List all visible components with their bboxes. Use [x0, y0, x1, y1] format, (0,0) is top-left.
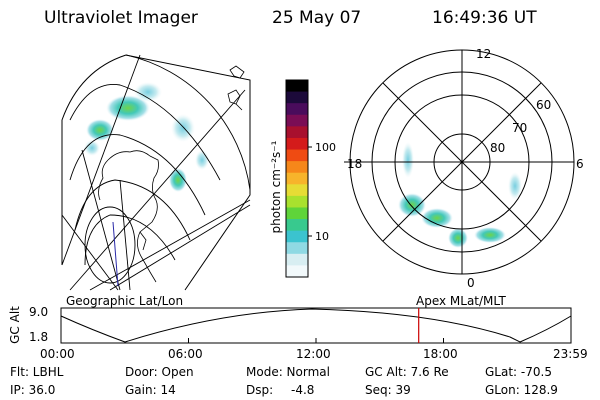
orbit-xtick-0000: 00:00	[40, 347, 75, 361]
instrument-title: Ultraviolet Imager	[44, 8, 198, 28]
polar-auroral-emission	[398, 142, 522, 248]
colorbar-swatch	[286, 219, 308, 232]
geo-earth-limb	[61, 54, 251, 291]
colorbar-swatch	[286, 195, 308, 209]
orbit-ytick-1-8: 1.8	[29, 330, 49, 344]
colorbar-label-10: 10	[315, 230, 329, 243]
geo-latitude-circle-80	[84, 214, 176, 266]
info-mode: Mode: Normal	[246, 365, 330, 379]
geo-latitude-circle-70	[74, 179, 191, 241]
orbit-ytick-9: 9.0	[29, 305, 49, 319]
colorbar-swatch	[286, 172, 308, 185]
info-door: Door: Open	[125, 365, 194, 379]
colorbar-swatch	[286, 114, 308, 127]
polar-mlt-0: 0	[467, 276, 475, 290]
colorbar-swatch	[286, 103, 308, 116]
geo-meridian-e	[81, 149, 121, 291]
geo-latitude-circle-60	[69, 134, 206, 216]
geo-meridian-b	[69, 89, 246, 291]
info-filter: Flt: LBHL	[10, 365, 64, 379]
orbit-xtick-1200: 12:00	[296, 347, 331, 361]
geo-meridian-a	[61, 54, 141, 266]
polar-lat-60: 60	[536, 98, 552, 112]
info-gain: Gain: 14	[125, 383, 176, 397]
colorbar-swatch	[286, 149, 308, 162]
observation-time: 16:49:36 UT	[432, 8, 537, 28]
geographic-map	[61, 54, 251, 291]
orbit-plot	[60, 307, 572, 344]
polar-map	[344, 49, 575, 275]
colorbar-swatch	[286, 230, 308, 243]
colorbar	[285, 79, 312, 278]
geo-panel-label: Geographic Lat/Lon	[66, 294, 184, 308]
geo-meridian-g	[119, 179, 131, 291]
info-dsp-value: -4.8	[291, 383, 315, 397]
orbit-xtick-2359: 23:59	[553, 347, 588, 361]
colorbar-swatch	[286, 91, 308, 104]
colorbar-label-100: 100	[315, 141, 336, 154]
orbit-altitude-curve	[60, 308, 572, 343]
colorbar-swatch	[286, 137, 308, 151]
colorbar-swatch	[286, 207, 308, 220]
colorbar-frame	[285, 79, 309, 278]
geo-satellite-track	[112, 221, 119, 287]
orbit-x-ticks	[60, 338, 572, 343]
info-ip: IP: 36.0	[10, 383, 56, 397]
polar-mlt-6: 6	[576, 157, 584, 171]
colorbar-unit-label: photon cm⁻²s⁻¹	[269, 140, 283, 234]
polar-mlt-18: 18	[347, 157, 363, 171]
geo-coastlines	[98, 65, 245, 283]
info-glat: GLat: -70.5	[485, 365, 552, 379]
info-gc-alt: GC Alt: 7.6 Re	[365, 365, 449, 379]
colorbar-swatch	[286, 184, 308, 197]
geo-meridian-d	[109, 204, 251, 291]
geo-latitude-circle-50	[69, 83, 221, 181]
colorbar-swatch	[286, 161, 308, 174]
polar-meridian-diag-b	[382, 82, 542, 242]
polar-lat-70: 70	[512, 121, 528, 135]
observation-date: 25 May 07	[272, 8, 362, 28]
orbit-xtick-0600: 06:00	[168, 347, 203, 361]
info-seq: Seq: 39	[365, 383, 411, 397]
colorbar-swatch	[286, 126, 308, 139]
info-dsp-label: Dsp:	[246, 383, 274, 397]
orbit-axis-label: GC Alt	[7, 306, 22, 344]
colorbar-swatch	[286, 242, 308, 255]
colorbar-swatch	[286, 265, 308, 278]
geo-meridian-c	[89, 199, 251, 291]
colorbar-swatch	[286, 80, 308, 93]
polar-mlt-12: 12	[476, 47, 492, 61]
geo-auroral-emission	[84, 82, 209, 192]
polar-lat-80: 80	[490, 141, 506, 155]
polar-panel-label: Apex MLat/MLT	[416, 294, 506, 308]
info-glon: GLon: 128.9	[485, 383, 558, 397]
geo-latitude-circle-40	[125, 54, 251, 191]
geo-meridian-f	[61, 214, 119, 291]
colorbar-swatch	[286, 253, 308, 267]
colorbar-swatches	[286, 80, 308, 278]
orbit-xtick-1800: 18:00	[423, 347, 458, 361]
geo-pole-circle	[84, 206, 136, 284]
